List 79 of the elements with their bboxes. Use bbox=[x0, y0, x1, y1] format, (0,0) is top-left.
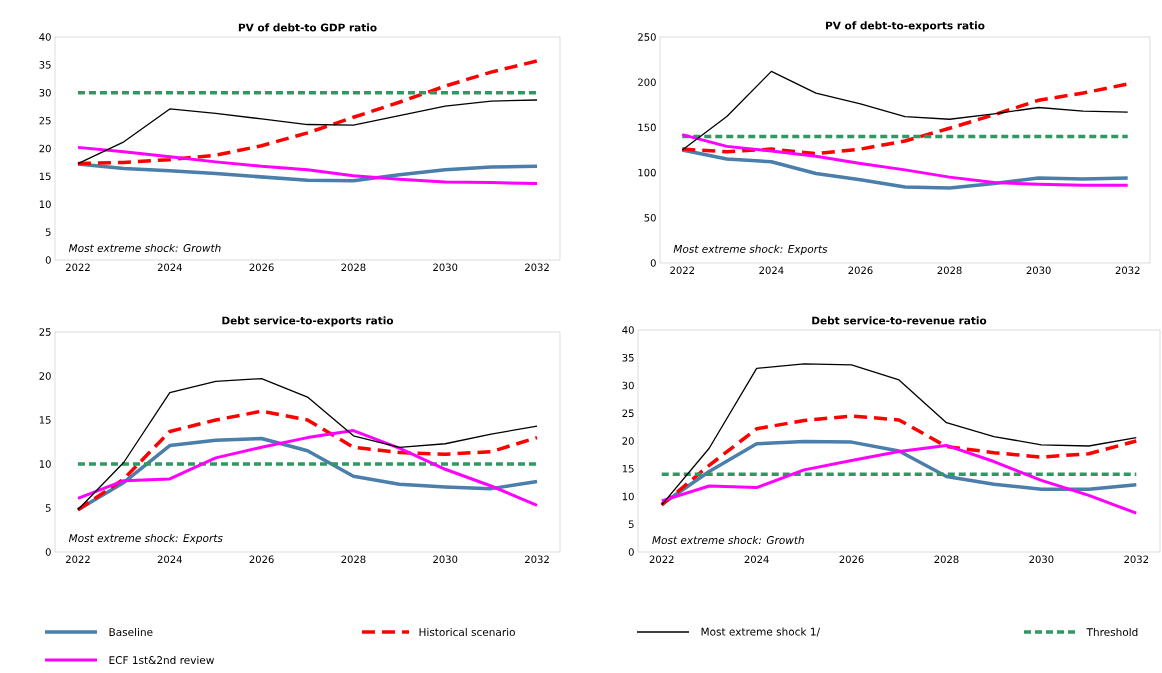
x-tick-label: 2022 bbox=[649, 555, 674, 564]
line-series bbox=[77, 377, 538, 511]
x-tick-label: 2032 bbox=[525, 263, 549, 272]
y-tick-label: 30 bbox=[39, 88, 51, 97]
legend-label: ECF 1st&2nd review bbox=[109, 655, 214, 665]
x-tick-label: 2028 bbox=[341, 555, 366, 564]
x-tick-label: 2022 bbox=[65, 263, 90, 272]
y-tick-label: 20 bbox=[39, 144, 51, 153]
y-tick-label: 15 bbox=[39, 172, 51, 181]
line-series bbox=[681, 70, 1129, 151]
x-tick-label: 2026 bbox=[848, 266, 873, 275]
line-series bbox=[76, 145, 539, 186]
y-tick-label: 15 bbox=[39, 416, 51, 424]
x-tick-label: 2030 bbox=[1029, 555, 1054, 564]
legend-label: Baseline bbox=[109, 627, 153, 637]
line-series bbox=[680, 148, 1130, 190]
legend-label: Historical scenario bbox=[419, 627, 515, 637]
x-tick-label: 2028 bbox=[341, 263, 366, 272]
y-tick-label: 25 bbox=[622, 409, 634, 418]
line-series bbox=[680, 82, 1130, 156]
y-tick-label: 5 bbox=[628, 520, 634, 528]
chart-title: PV of debt-to-exports ratio bbox=[826, 21, 985, 32]
y-tick-label: 0 bbox=[45, 548, 51, 556]
y-tick-label: 25 bbox=[39, 116, 51, 125]
legend-label: Most extreme shock 1/ bbox=[701, 627, 821, 637]
y-tick-label: 35 bbox=[39, 61, 51, 69]
y-tick-label: 5 bbox=[45, 228, 51, 236]
x-tick-label: 2028 bbox=[934, 555, 959, 564]
annotation: Most extreme shock: Exports bbox=[68, 533, 223, 545]
line-series bbox=[77, 99, 538, 165]
y-tick-label: 15 bbox=[622, 465, 634, 473]
annotation: Most extreme shock: Growth bbox=[68, 243, 221, 252]
annotation: Most extreme shock: Growth bbox=[652, 535, 804, 545]
x-tick-label: 2024 bbox=[157, 555, 182, 564]
line-series bbox=[659, 414, 1139, 507]
x-tick-label: 2026 bbox=[839, 555, 864, 564]
line-series bbox=[680, 133, 1130, 187]
y-tick-label: 25 bbox=[39, 328, 51, 336]
line-series bbox=[76, 409, 539, 512]
x-tick-label: 2022 bbox=[670, 266, 694, 275]
line-series bbox=[76, 59, 539, 166]
y-tick-label: 20 bbox=[622, 437, 634, 445]
y-tick-label: 150 bbox=[638, 123, 656, 132]
y-tick-label: 40 bbox=[622, 326, 634, 334]
x-tick-label: 2024 bbox=[759, 266, 784, 275]
line-series bbox=[660, 443, 1138, 515]
y-tick-label: 200 bbox=[638, 78, 656, 86]
x-tick-label: 2030 bbox=[433, 555, 458, 564]
y-tick-label: 250 bbox=[638, 33, 656, 41]
y-tick-label: 40 bbox=[39, 33, 51, 41]
y-tick-label: 5 bbox=[45, 504, 51, 512]
y-tick-label: 50 bbox=[644, 214, 656, 222]
y-tick-label: 100 bbox=[638, 168, 656, 177]
x-tick-label: 2026 bbox=[249, 555, 274, 564]
x-tick-label: 2032 bbox=[1115, 266, 1140, 275]
y-tick-label: 10 bbox=[622, 492, 634, 501]
x-tick-label: 2032 bbox=[525, 555, 549, 564]
chart-title: Debt service-to-exports ratio bbox=[222, 316, 394, 327]
y-tick-label: 35 bbox=[622, 353, 634, 362]
y-tick-label: 0 bbox=[628, 548, 634, 556]
line-series bbox=[661, 363, 1137, 506]
x-tick-label: 2032 bbox=[1124, 555, 1148, 564]
y-tick-label: 10 bbox=[39, 200, 51, 209]
y-tick-label: 0 bbox=[45, 256, 51, 264]
chart-title: PV of debt-to GDP ratio bbox=[238, 23, 377, 32]
y-tick-label: 20 bbox=[39, 372, 51, 380]
x-tick-label: 2030 bbox=[1026, 266, 1051, 275]
y-tick-label: 0 bbox=[650, 259, 656, 267]
x-tick-label: 2026 bbox=[249, 263, 274, 272]
x-tick-label: 2028 bbox=[937, 266, 962, 275]
legend-label: Threshold bbox=[1086, 627, 1138, 637]
x-tick-label: 2030 bbox=[433, 263, 458, 272]
x-tick-label: 2024 bbox=[744, 555, 769, 564]
annotation: Most extreme shock: Exports bbox=[673, 244, 828, 255]
x-tick-label: 2024 bbox=[157, 263, 182, 272]
y-tick-label: 30 bbox=[622, 381, 634, 390]
y-tick-label: 10 bbox=[39, 460, 51, 468]
x-tick-label: 2022 bbox=[65, 555, 90, 564]
chart-title: Debt service-to-revenue ratio bbox=[812, 316, 987, 325]
